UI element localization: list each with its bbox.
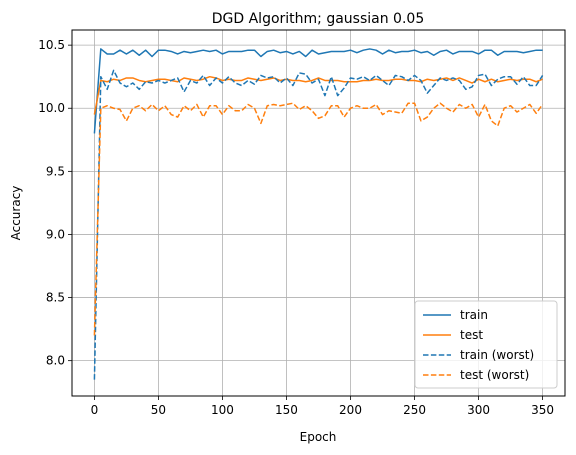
x-tick-label: 0 [91, 403, 99, 417]
legend-label-train-worst: train (worst) [460, 348, 534, 362]
series-line-train [93, 48, 543, 134]
x-tick-label: 300 [467, 403, 490, 417]
x-tick-label: 50 [151, 403, 166, 417]
series-line-test-worst [93, 102, 544, 336]
x-tick-label: 200 [339, 403, 362, 417]
y-tick-label: 9.0 [46, 227, 65, 241]
grid-lines [72, 30, 565, 396]
y-tick-label: 9.5 [46, 164, 65, 178]
y-tick-label: 8.5 [46, 291, 65, 305]
y-axis-title: Accuracy [9, 186, 23, 241]
x-axis-ticks: 0 50 100 150 200 250 300 350 [91, 396, 554, 417]
legend-label-train: train [460, 308, 488, 322]
x-tick-label: 350 [531, 403, 554, 417]
x-tick-label: 100 [211, 403, 234, 417]
legend-label-test: test [460, 328, 483, 342]
legend-box [414, 300, 558, 389]
plot-frame [71, 29, 566, 397]
series-line-train-worst [93, 69, 544, 380]
legend: train test train (worst) test (worst) [414, 300, 558, 389]
legend-label-test-worst: test (worst) [460, 368, 529, 382]
x-tick-label: 250 [403, 403, 426, 417]
y-tick-label: 10.5 [38, 38, 65, 52]
y-tick-label: 8.0 [46, 354, 65, 368]
y-axis-ticks: 8.0 8.5 9.0 9.5 10.0 10.5 [38, 38, 72, 368]
x-axis-title: Epoch [300, 430, 337, 444]
chart-title: DGD Algorithm; gaussian 0.05 [212, 11, 424, 27]
y-tick-label: 10.0 [38, 101, 65, 115]
x-tick-label: 150 [275, 403, 298, 417]
series-line-test [93, 75, 543, 115]
series-layer [93, 48, 544, 380]
